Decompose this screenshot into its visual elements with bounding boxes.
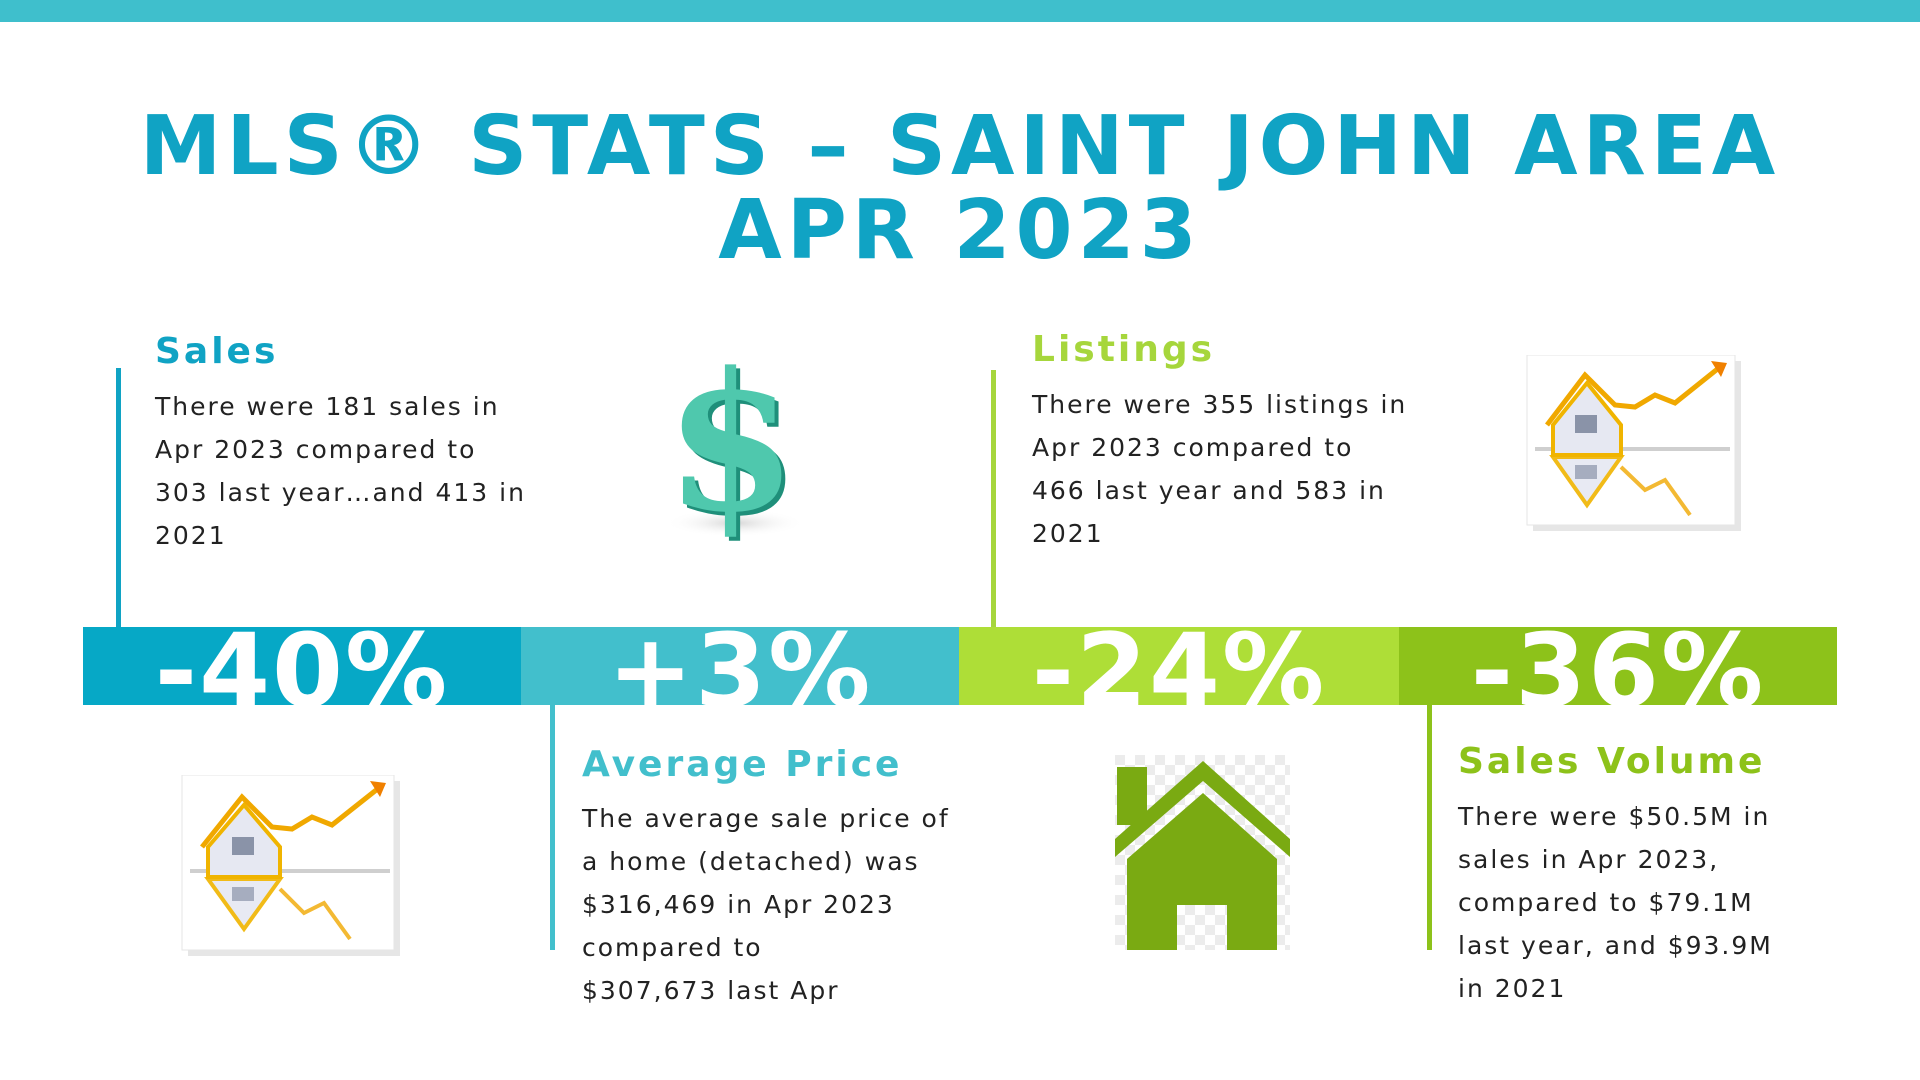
dollar-sign-icon: $ $ (660, 331, 810, 558)
house-chart-icon-2 (180, 774, 405, 960)
listings-heading: Listings (1032, 329, 1216, 370)
svg-text:$: $ (665, 345, 797, 545)
average-price-divider (550, 705, 555, 950)
band-average-price: +3% (521, 627, 959, 705)
sales-volume-heading: Sales Volume (1458, 741, 1766, 782)
house-chart-icon (1525, 354, 1745, 535)
page-title: MLS® STATS – SAINT JOHN AREA (139, 99, 1781, 194)
band-sales: -40% (83, 627, 521, 705)
sales-heading: Sales (155, 331, 279, 372)
house-icon (1115, 755, 1290, 950)
top-accent-bar (0, 0, 1920, 22)
sales-volume-change-value: -36% (1470, 627, 1766, 705)
average-price-change-value: +3% (607, 627, 873, 705)
sales-volume-divider (1427, 705, 1432, 950)
listings-text: There were 355 listings in Apr 2023 comp… (1032, 390, 1408, 548)
sales-volume-text: There were $50.5M in sales in Apr 2023, … (1458, 802, 1773, 1003)
listings-change-value: -24% (1031, 627, 1327, 705)
average-price-heading: Average Price (582, 744, 903, 785)
sales-text: There were 181 sales in Apr 2023 compare… (155, 392, 526, 550)
sales-divider (116, 368, 121, 628)
page-subtitle-date: APR 2023 (718, 183, 1202, 278)
average-price-text: The average sale price of a home (detach… (582, 804, 950, 1005)
band-sales-volume: -36% (1399, 627, 1837, 705)
band-listings: -24% (959, 627, 1399, 705)
sales-change-value: -40% (154, 627, 450, 705)
svg-text:$: $ (669, 345, 801, 545)
listings-divider (991, 370, 996, 628)
